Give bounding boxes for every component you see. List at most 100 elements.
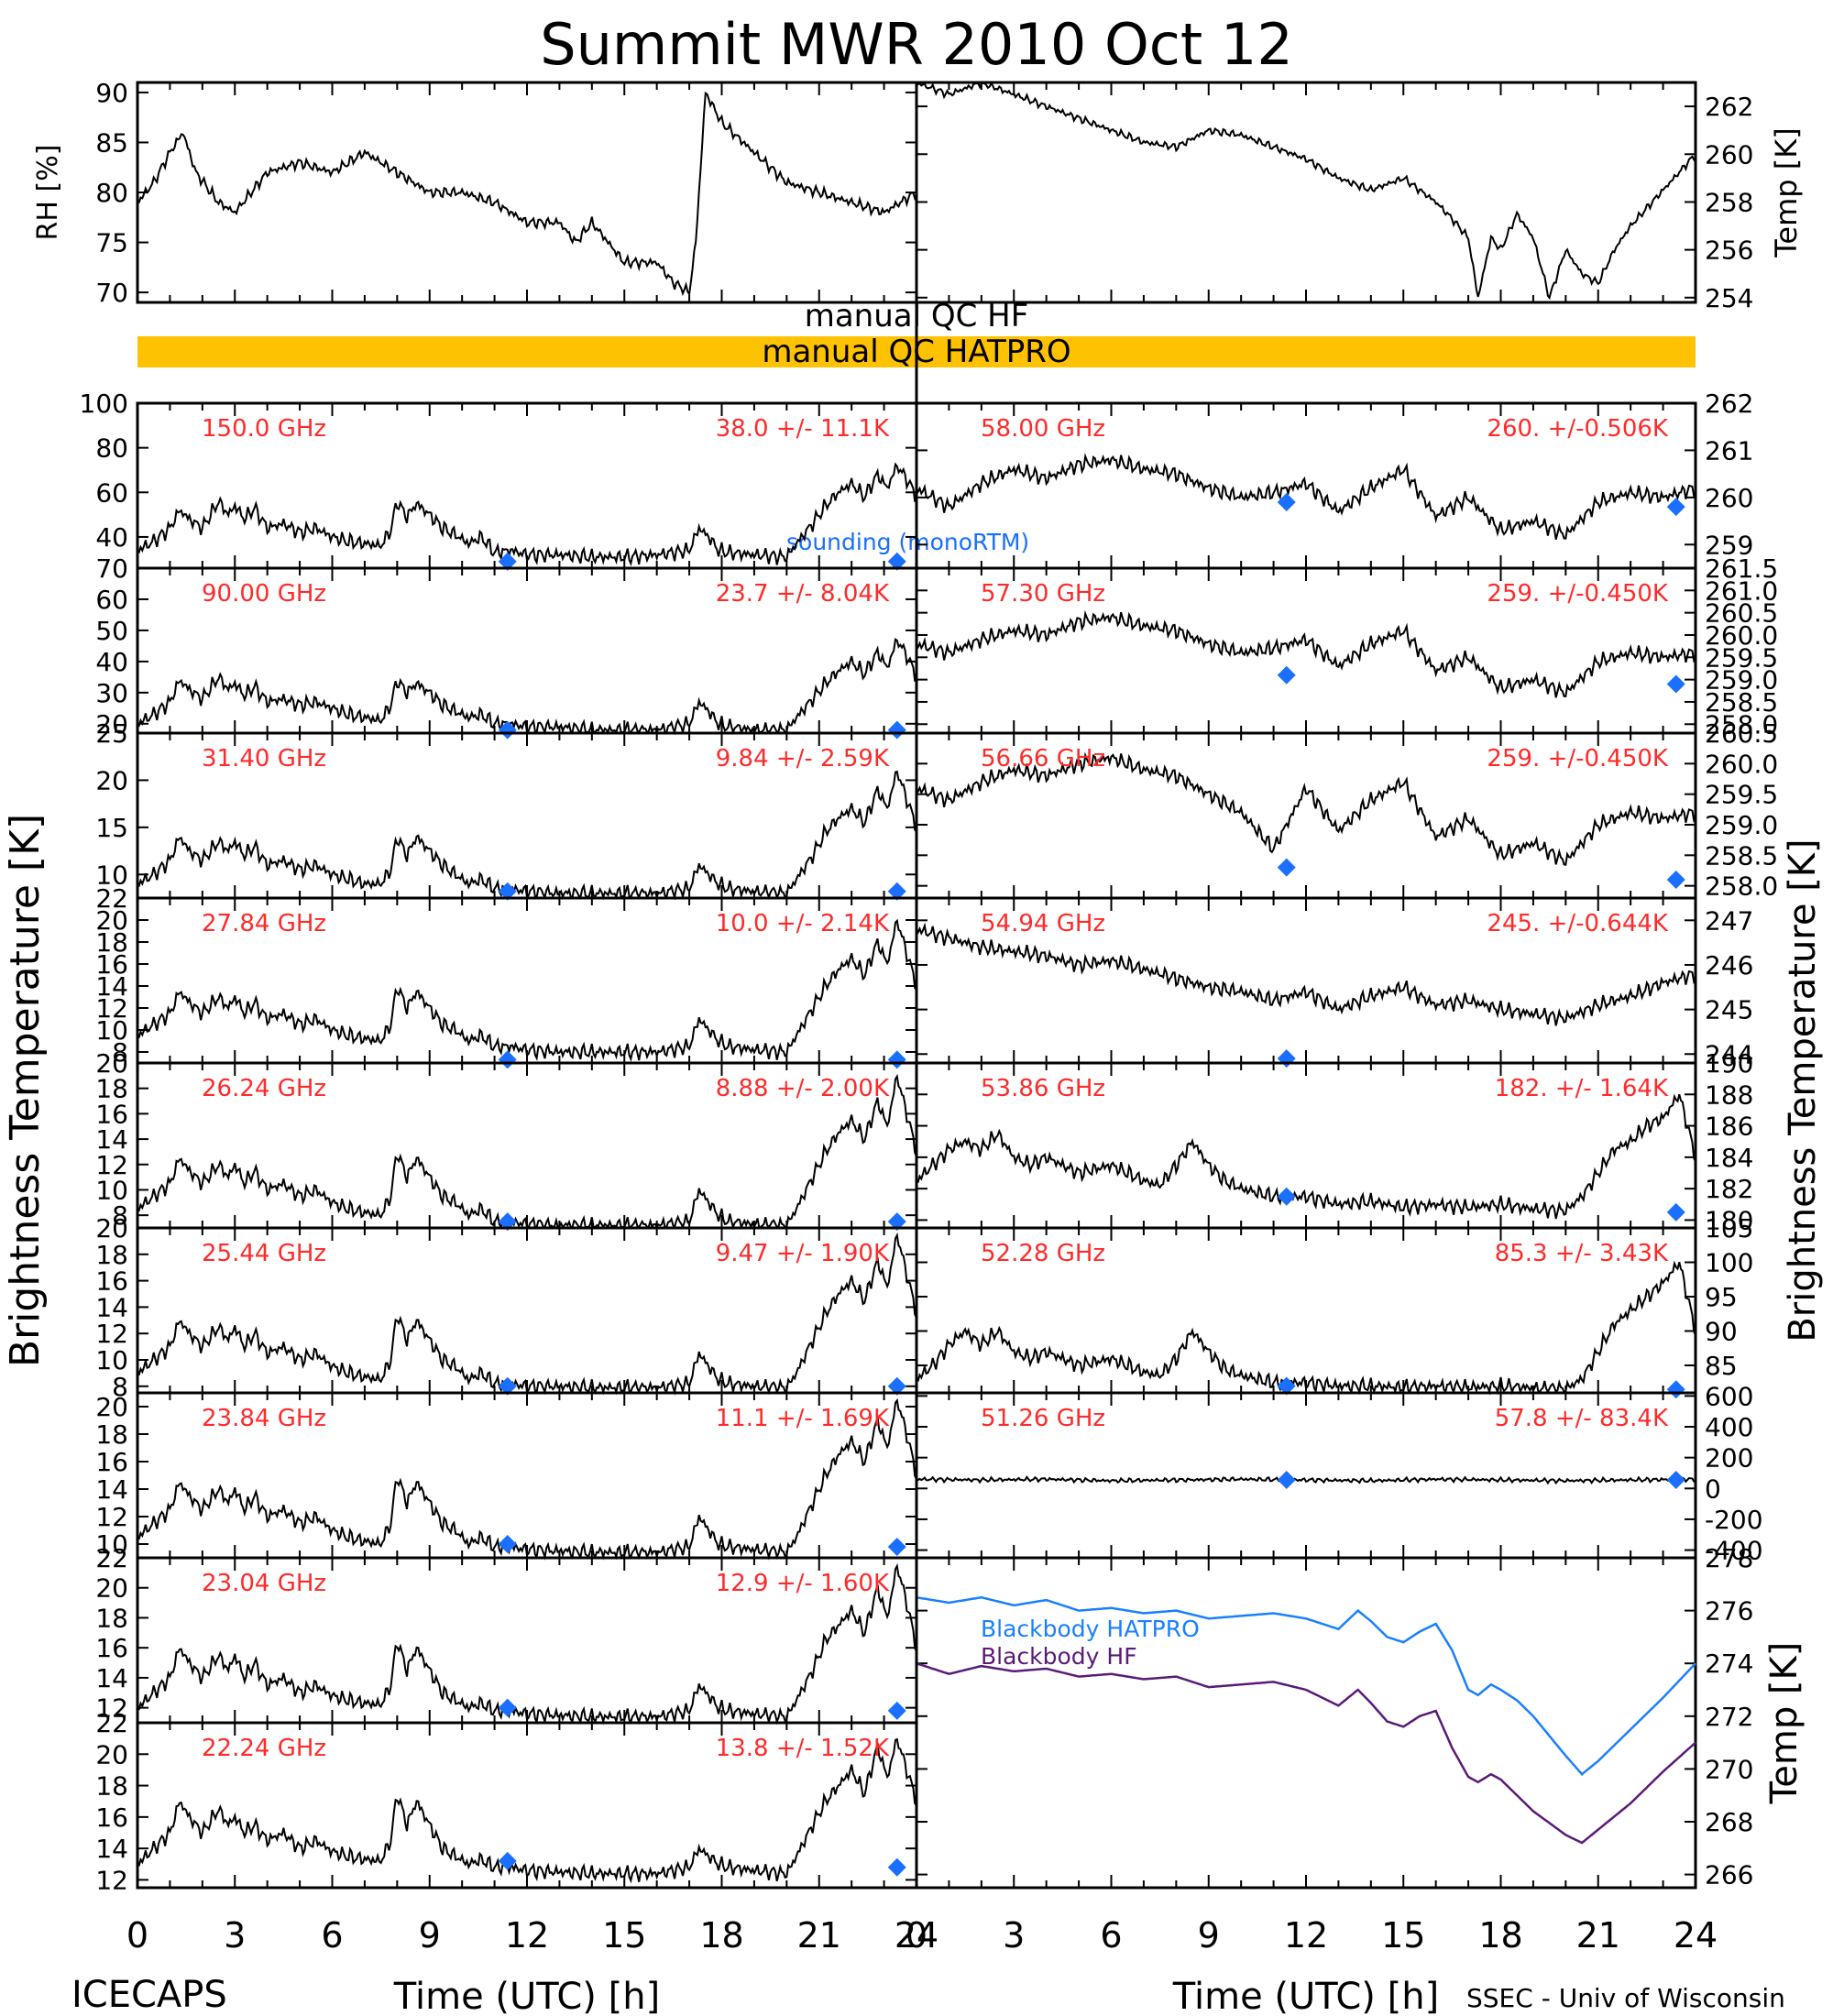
y-tick-label: 261.0 <box>1705 575 1778 606</box>
y-tick-label: 90 <box>1705 1317 1738 1347</box>
legend-bb-hatpro-label: Blackbody HATPRO <box>981 1616 1200 1642</box>
sounding-marker <box>1277 493 1296 511</box>
y-tick-label: 259 <box>1705 530 1753 560</box>
y-tick-label: 261 <box>1705 435 1753 466</box>
y-tick-label: -400 <box>1705 1536 1763 1566</box>
tb-series-line <box>137 770 917 901</box>
y-tick-label: 16 <box>95 1266 128 1297</box>
rh-line <box>137 91 917 297</box>
x-tick-label: 18 <box>699 1915 743 1956</box>
y-tick-label: 244 <box>1705 1039 1753 1069</box>
temp-axis-label: Temp [K] <box>1769 127 1804 257</box>
y-tick-label: 276 <box>1705 1596 1753 1627</box>
x-tick-label: 0 <box>126 1915 148 1956</box>
y-tick-label: 258.0 <box>1705 871 1778 902</box>
y-tick-label: 258 <box>1705 187 1753 217</box>
stats-label: 13.8 +/- 1.52K <box>716 1735 890 1762</box>
sounding-marker <box>887 720 906 740</box>
y-tick-label: 40 <box>95 647 128 677</box>
y-tick-label: 8 <box>112 1037 128 1068</box>
y-tick-label: 266 <box>1705 1860 1753 1890</box>
x-tick-label: 6 <box>321 1915 343 1956</box>
x-tick-label: 24 <box>1674 1915 1718 1956</box>
channel-label: 31.40 GHz <box>202 745 326 772</box>
y-tick-label: 70 <box>95 278 128 308</box>
stats-label: 9.84 +/- 2.59K <box>716 745 890 772</box>
channel-label: 150.0 GHz <box>202 415 326 443</box>
y-tick-label: 190 <box>1705 1048 1753 1079</box>
tb-series-line <box>137 1737 917 1884</box>
y-tick-label: 20 <box>95 765 128 795</box>
sounding-marker <box>1277 858 1296 877</box>
y-tick-label: 14 <box>95 1474 128 1505</box>
y-tick-label: 10 <box>95 860 128 890</box>
y-tick-label: 90 <box>95 78 128 108</box>
sounding-marker <box>498 1698 517 1717</box>
y-tick-label: 50 <box>95 616 128 646</box>
channel-label: 22.24 GHz <box>202 1735 326 1762</box>
tb-series-line <box>137 462 917 567</box>
bb-temp-axis-label: Temp [K] <box>1763 1642 1806 1805</box>
tb-series-line <box>137 1397 917 1561</box>
sounding-marker <box>1666 1380 1685 1399</box>
y-tick-label: 18 <box>95 1240 128 1270</box>
sounding-marker <box>498 552 517 571</box>
y-tick-label: 16 <box>95 949 128 980</box>
y-tick-label: 254 <box>1705 283 1753 313</box>
y-tick-label: 20 <box>95 1573 128 1604</box>
temp-line <box>916 82 1696 301</box>
right-y-axis-label: Brightness Temperature [K] <box>1782 838 1824 1342</box>
y-tick-label: 14 <box>95 971 128 1002</box>
x-tick-label: 18 <box>1478 1915 1522 1956</box>
y-tick-label: 30 <box>95 678 128 708</box>
series-line-0 <box>916 1595 1696 1776</box>
plot-area <box>136 81 1697 1890</box>
x-tick-label: 9 <box>419 1915 441 1956</box>
y-tick-label: 259.0 <box>1705 665 1778 696</box>
legend-blackbody: Blackbody HATPRO Blackbody HF <box>981 1616 1200 1670</box>
y-tick-label: 60 <box>95 477 128 508</box>
y-tick-label: 12 <box>95 1319 128 1349</box>
sounding-marker <box>887 1538 906 1556</box>
channel-label: 26.24 GHz <box>202 1075 326 1102</box>
y-tick-label: 12 <box>95 1865 128 1895</box>
sounding-marker <box>887 1376 906 1396</box>
y-tick-label: 10 <box>95 1529 128 1560</box>
sounding-marker <box>1666 674 1685 694</box>
tb-series-line <box>916 453 1696 540</box>
sounding-marker <box>887 1701 906 1720</box>
y-tick-label: 100 <box>80 389 128 419</box>
channel-label: 56.66 GHz <box>981 745 1105 772</box>
channel-label: 23.84 GHz <box>202 1405 326 1432</box>
y-tick-label: 10 <box>95 1175 128 1205</box>
y-tick-label: 100 <box>1705 1248 1753 1278</box>
sounding-marker <box>887 1857 906 1877</box>
stats-label: 8.88 +/- 2.00K <box>716 1075 890 1102</box>
sounding-marker <box>1666 871 1685 889</box>
y-tick-label: 18 <box>95 927 128 958</box>
sounding-marker <box>1666 1471 1685 1490</box>
stats-label: 11.1 +/- 1.69K <box>716 1405 890 1432</box>
y-tick-label: 260.0 <box>1705 620 1778 651</box>
y-tick-label: 245 <box>1705 995 1753 1025</box>
stats-label: 9.47 +/- 1.90K <box>716 1240 890 1267</box>
y-tick-label: 274 <box>1705 1649 1753 1679</box>
channel-label: 58.00 GHz <box>981 415 1105 443</box>
sounding-marker <box>887 552 906 571</box>
y-tick-label: 0 <box>1705 1474 1721 1504</box>
y-tick-label: 182 <box>1705 1174 1753 1204</box>
x-tick-label: 21 <box>797 1915 841 1956</box>
channel-label: 51.26 GHz <box>981 1405 1105 1432</box>
y-tick-label: 60 <box>95 585 128 615</box>
y-tick-label: 600 <box>1705 1381 1753 1411</box>
x-tick-label: 0 <box>906 1915 927 1956</box>
x-tick-label: 12 <box>505 1915 549 1956</box>
y-tick-label: 260.0 <box>1705 749 1778 779</box>
y-tick-label: 20 <box>95 1739 128 1769</box>
tb-series-line <box>916 1474 1696 1485</box>
y-tick-label: 246 <box>1705 950 1753 981</box>
stats-label: 182. +/- 1.64K <box>1495 1075 1669 1102</box>
y-tick-label: 10 <box>95 1015 128 1046</box>
sounding-marker <box>887 1050 906 1069</box>
rh-axis-label: RH [%] <box>32 145 64 241</box>
